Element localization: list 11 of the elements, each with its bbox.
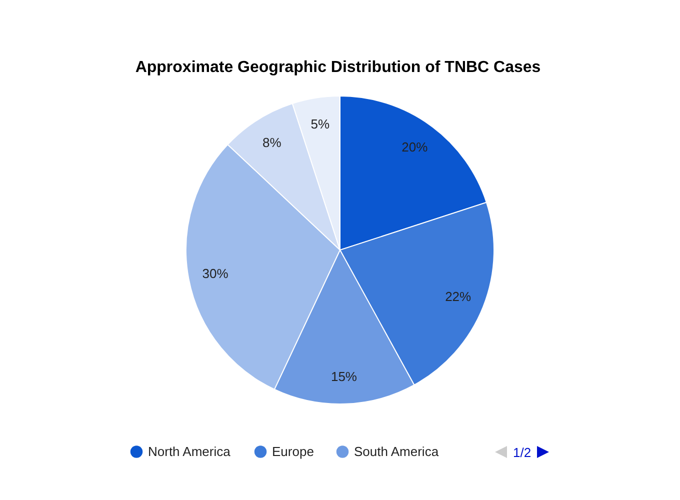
data-label: 22% — [445, 288, 472, 304]
data-label: 30% — [202, 266, 229, 281]
legend-label: North America — [148, 444, 232, 459]
data-label: 15% — [330, 368, 358, 384]
text: 1/2 — [513, 444, 532, 460]
legend-label: Europe — [272, 444, 314, 459]
data-label: 5% — [310, 116, 330, 132]
legend-label: South America — [354, 444, 440, 459]
data-label: 8% — [262, 134, 282, 150]
data-label: 20% — [402, 139, 428, 154]
chart-title: Approximate Geographic Distribution of TNBC Cases — [135, 59, 541, 76]
